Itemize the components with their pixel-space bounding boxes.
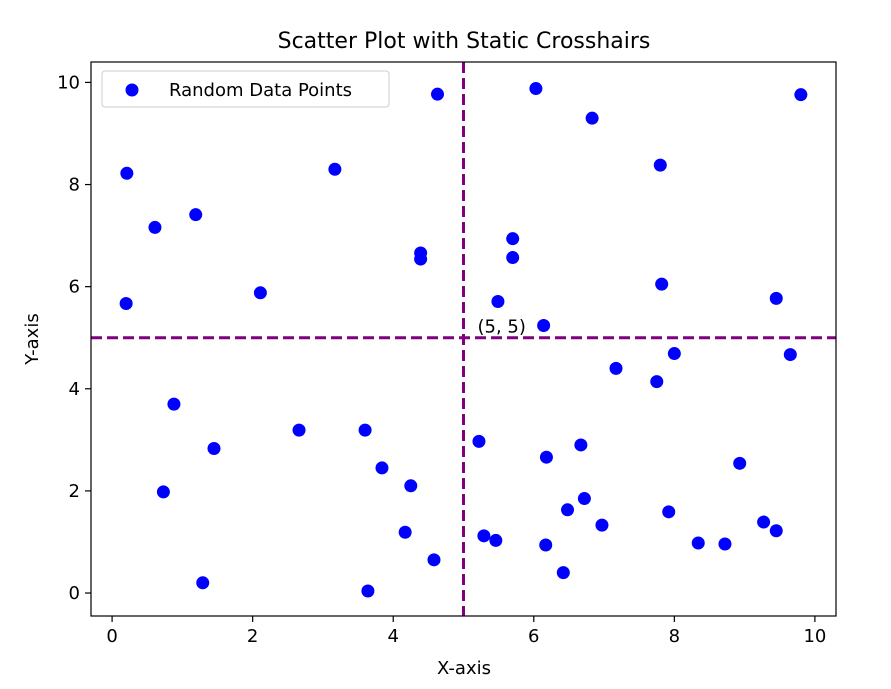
data-point bbox=[292, 423, 306, 437]
data-point bbox=[539, 450, 553, 464]
data-point bbox=[529, 82, 543, 96]
data-point bbox=[491, 294, 505, 308]
data-point bbox=[404, 479, 418, 493]
y-tick-label: 10 bbox=[57, 72, 80, 93]
legend-marker bbox=[125, 83, 139, 97]
data-point bbox=[609, 361, 623, 375]
x-tick-label: 10 bbox=[803, 626, 826, 647]
data-point bbox=[561, 503, 575, 517]
data-point bbox=[794, 88, 808, 102]
data-point bbox=[769, 524, 783, 538]
y-tick-label: 0 bbox=[69, 583, 80, 604]
data-point bbox=[655, 277, 669, 291]
y-axis: 0 2 4 6 8 10 bbox=[57, 72, 91, 604]
data-point bbox=[574, 438, 588, 452]
data-point bbox=[769, 291, 783, 305]
x-tick-label: 8 bbox=[669, 626, 680, 647]
data-point bbox=[148, 220, 162, 234]
data-point bbox=[506, 232, 520, 246]
x-tick-label: 2 bbox=[247, 626, 258, 647]
data-point bbox=[361, 584, 375, 598]
data-point bbox=[662, 505, 676, 519]
legend: Random Data Points bbox=[101, 70, 390, 108]
y-tick-label: 2 bbox=[69, 481, 80, 502]
data-point bbox=[207, 442, 221, 456]
data-point bbox=[427, 553, 441, 567]
data-point bbox=[328, 162, 342, 176]
data-point bbox=[577, 492, 591, 506]
data-point bbox=[757, 515, 771, 529]
data-point bbox=[253, 286, 267, 300]
data-point bbox=[650, 375, 664, 389]
y-tick-label: 8 bbox=[69, 175, 80, 196]
data-point bbox=[358, 423, 372, 437]
data-point bbox=[556, 566, 570, 580]
x-tick-label: 4 bbox=[387, 626, 398, 647]
data-point bbox=[691, 536, 705, 550]
data-point bbox=[120, 166, 134, 180]
y-tick-label: 4 bbox=[69, 379, 80, 400]
x-axis-label: X-axis bbox=[437, 658, 491, 679]
data-point bbox=[667, 347, 681, 361]
chart-title: Scatter Plot with Static Crosshairs bbox=[278, 29, 651, 54]
x-tick-label: 6 bbox=[528, 626, 539, 647]
data-point bbox=[167, 397, 181, 411]
plot-area: (5, 5) bbox=[91, 62, 836, 616]
data-point bbox=[653, 158, 667, 172]
data-point bbox=[156, 485, 170, 499]
data-point bbox=[375, 461, 389, 475]
plot-frame bbox=[90, 61, 837, 617]
data-point bbox=[585, 111, 599, 125]
data-point bbox=[189, 208, 203, 222]
data-point bbox=[414, 252, 428, 266]
x-tick-label: 0 bbox=[106, 626, 117, 647]
x-axis: 0 2 4 6 8 10 bbox=[106, 616, 826, 647]
data-point bbox=[489, 533, 503, 547]
data-point bbox=[196, 576, 210, 590]
crosshair-label: (5, 5) bbox=[478, 317, 526, 338]
data-point bbox=[430, 87, 444, 101]
data-point bbox=[537, 318, 551, 332]
data-point bbox=[506, 251, 520, 265]
data-point bbox=[718, 537, 732, 551]
data-point bbox=[477, 529, 491, 543]
y-axis-label: Y-axis bbox=[22, 313, 43, 365]
data-point bbox=[472, 434, 486, 448]
data-point bbox=[783, 348, 797, 362]
y-tick-label: 6 bbox=[69, 277, 80, 298]
data-point bbox=[398, 525, 412, 539]
data-point bbox=[733, 456, 747, 470]
legend-label: Random Data Points bbox=[169, 80, 352, 101]
data-point bbox=[595, 518, 609, 532]
data-point bbox=[119, 297, 133, 311]
data-point bbox=[539, 538, 553, 552]
legend-box bbox=[101, 70, 390, 108]
